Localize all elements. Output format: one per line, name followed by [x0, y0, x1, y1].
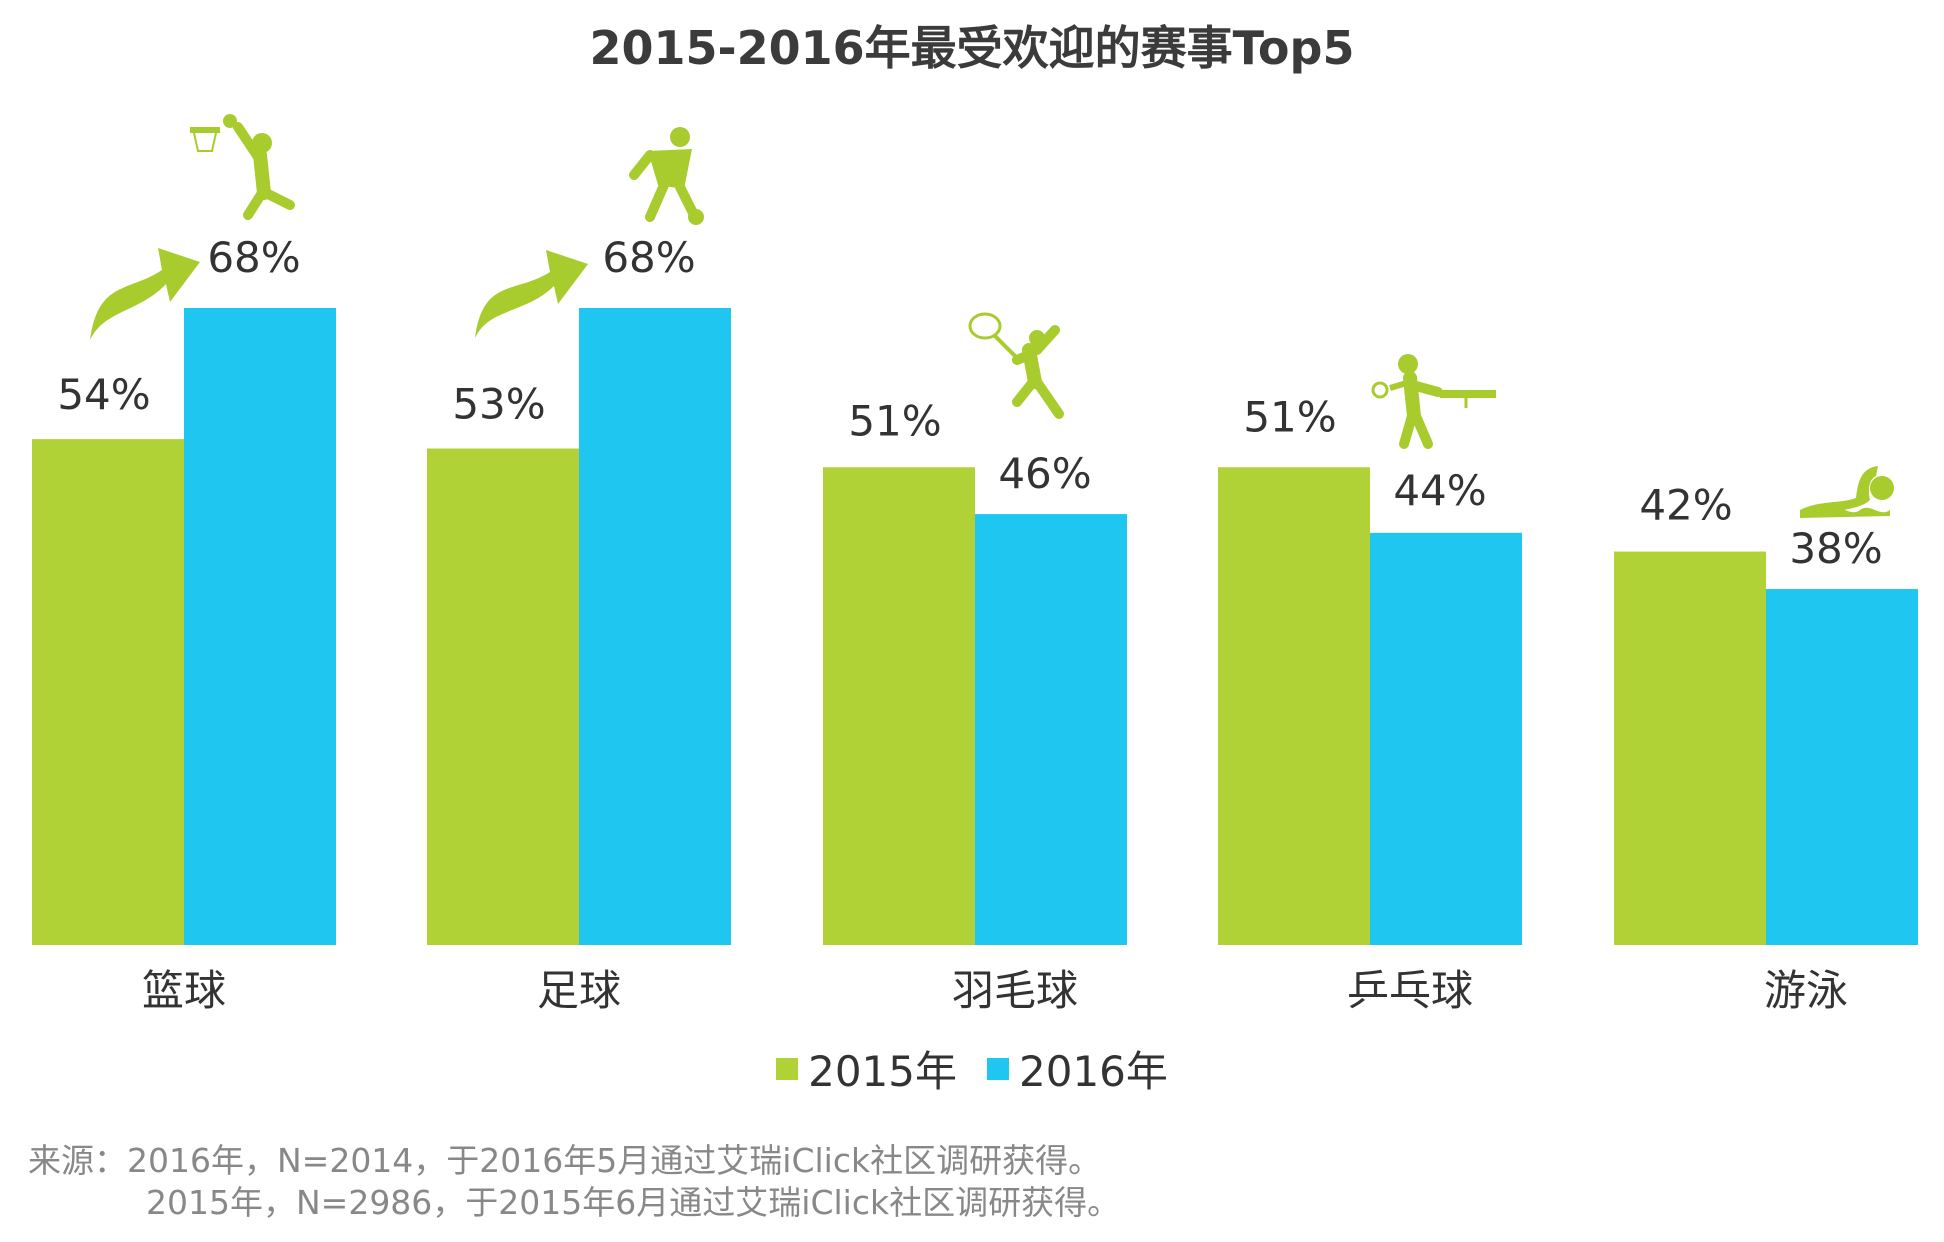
- table-tennis-player-icon-part-3: [1371, 381, 1389, 399]
- bar-group-3: [1218, 467, 1522, 945]
- swimmer-icon-part-0: [1870, 476, 1894, 500]
- table-tennis-player-icon-part-0: [1398, 354, 1418, 374]
- bar-group-2: [823, 467, 1127, 945]
- bar-group-0: [32, 308, 336, 945]
- category-label-3: 乒乓球: [1347, 966, 1473, 1015]
- source-line-1: 来源：2016年，N=2014，于2016年5月通过艾瑞iClick社区调研获得…: [28, 1141, 1102, 1180]
- swimmer-icon-part-1: [1800, 466, 1878, 516]
- category-label-1: 足球: [537, 966, 621, 1015]
- category-label-0: 篮球: [142, 966, 226, 1015]
- soccer-player-icon-part-1: [648, 149, 692, 189]
- value-label-2016-4: 38%: [1789, 524, 1882, 573]
- badminton-player-icon-part-4: [1012, 349, 1036, 365]
- soccer-player-icon: [629, 127, 704, 225]
- bar-2016-1: [579, 308, 731, 945]
- soccer-player-icon-part-0: [670, 127, 690, 147]
- basketball-player-icon-part-0: [190, 127, 220, 133]
- value-label-2015-2: 51%: [848, 396, 941, 445]
- basketball-player-icon-part-6: [243, 188, 267, 220]
- value-label-2015-0: 54%: [57, 370, 150, 419]
- category-label-2: 羽毛球: [952, 966, 1078, 1015]
- basketball-player-icon-part-7: [261, 188, 295, 210]
- soccer-player-icon-part-2: [629, 150, 655, 180]
- legend-label-2016: 2016年: [1019, 1047, 1168, 1096]
- value-label-2015-4: 42%: [1639, 481, 1732, 530]
- value-label-2015-1: 53%: [452, 380, 545, 429]
- table-tennis-player-icon-part-6: [1411, 411, 1433, 449]
- table-tennis-player-icon-part-7: [1440, 390, 1496, 398]
- category-label-4: 游泳: [1764, 966, 1848, 1015]
- bar-2015-2: [823, 467, 975, 945]
- value-label-2015-3: 51%: [1243, 392, 1336, 441]
- bar-group-1: [427, 308, 731, 945]
- badminton-player-icon-part-6: [1012, 377, 1038, 407]
- growth-arrow-icon-0: [90, 248, 200, 340]
- value-label-2016-1: 68%: [602, 233, 695, 282]
- value-label-2016-2: 46%: [998, 449, 1091, 498]
- basketball-player-icon-part-1: [193, 132, 217, 152]
- badminton-player-icon: [968, 312, 1064, 419]
- badminton-player-icon-part-5: [1032, 325, 1060, 355]
- source-line-2: 2015年，N=2986，于2015年6月通过艾瑞iClick社区调研获得。: [146, 1183, 1121, 1222]
- table-tennis-player-icon: [1371, 354, 1496, 449]
- source-note: 来源：2016年，N=2014，于2016年5月通过艾瑞iClick社区调研获得…: [28, 1140, 1120, 1224]
- bar-2016-2: [975, 514, 1127, 945]
- table-tennis-player-icon-part-5: [1399, 411, 1417, 449]
- swimmer-icon: [1800, 466, 1894, 518]
- basketball-player-icon: [190, 114, 295, 220]
- bar-group-4: [1614, 551, 1918, 945]
- table-tennis-player-icon-part-2: [1389, 379, 1411, 391]
- soccer-player-icon-part-3: [645, 180, 669, 222]
- legend-label-2015: 2015年: [808, 1047, 957, 1096]
- value-label-2016-3: 44%: [1393, 466, 1486, 515]
- swimmer-icon-part-2: [1800, 507, 1890, 518]
- bar-2015-1: [427, 448, 579, 945]
- bar-2016-0: [184, 308, 336, 945]
- growth-arrow-icon-1: [475, 250, 588, 338]
- badminton-player-icon-part-0: [968, 312, 1002, 340]
- bar-2016-3: [1370, 532, 1522, 945]
- bar-2016-4: [1766, 589, 1918, 945]
- bar-2015-4: [1614, 551, 1766, 945]
- bar-2015-3: [1218, 467, 1370, 945]
- legend-item-2015: 2015年: [776, 1038, 957, 1099]
- chart-title: 2015-2016年最受欢迎的赛事Top5: [589, 21, 1355, 75]
- badminton-player-icon-part-7: [1032, 377, 1064, 419]
- soccer-player-icon-part-5: [688, 209, 704, 225]
- legend: 2015年 2016年: [0, 1038, 1944, 1099]
- legend-swatch-2015: [776, 1057, 799, 1080]
- value-label-2016-0: 68%: [207, 233, 300, 282]
- table-tennis-player-icon-part-4: [1411, 381, 1443, 397]
- legend-swatch-2016: [987, 1057, 1009, 1080]
- basketball-player-icon-part-5: [233, 122, 265, 165]
- legend-item-2016: 2016年: [987, 1038, 1168, 1099]
- basketball-player-icon-part-2: [223, 114, 237, 128]
- bar-2015-0: [32, 439, 184, 945]
